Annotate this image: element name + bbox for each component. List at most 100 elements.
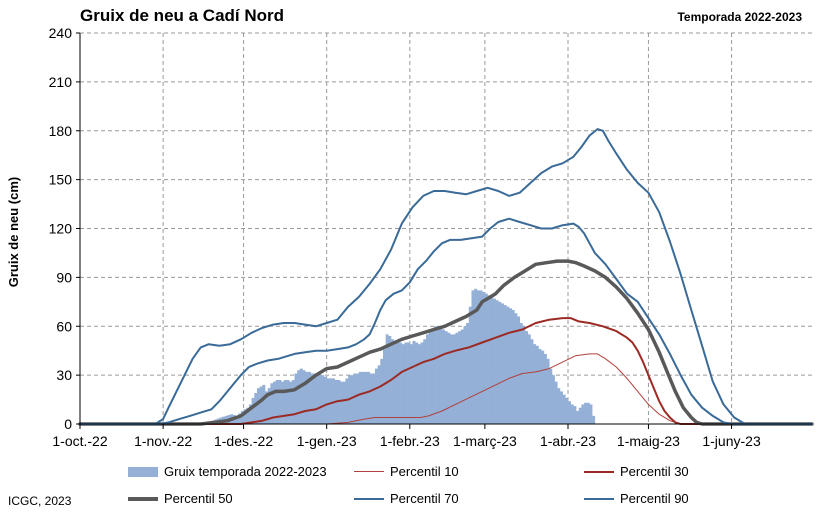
legend-swatch-p70 bbox=[354, 497, 384, 500]
snow-depth-bar bbox=[396, 342, 400, 424]
snow-depth-bar bbox=[433, 326, 437, 424]
legend-item-p90: Percentil 90 bbox=[584, 491, 689, 506]
snow-depth-bar bbox=[479, 290, 483, 424]
snow-depth-bar bbox=[315, 375, 319, 424]
snow-depth-bar bbox=[554, 381, 558, 424]
x-tick-label: 1-febr.-23 bbox=[380, 433, 440, 449]
snow-depth-bar bbox=[522, 326, 526, 424]
x-tick-label: 1-oct.-22 bbox=[52, 433, 107, 449]
snow-depth-bar bbox=[238, 413, 242, 424]
snow-depth-bar bbox=[313, 373, 317, 424]
snow-depth-bar bbox=[259, 386, 263, 424]
snow-depth-bar bbox=[509, 308, 512, 424]
snow-depth-bar bbox=[243, 409, 247, 424]
snow-depth-bar bbox=[538, 349, 542, 424]
snow-depth-bar bbox=[549, 368, 553, 424]
snow-depth-bar bbox=[342, 381, 346, 424]
snow-depth-bar bbox=[262, 384, 266, 424]
legend-label: Percentil 50 bbox=[164, 491, 233, 506]
snow-depth-bar bbox=[265, 391, 268, 424]
y-tick-label: 60 bbox=[56, 318, 72, 334]
snow-depth-bar bbox=[592, 415, 596, 424]
snow-depth-bar bbox=[436, 326, 440, 424]
legend-swatch-p90 bbox=[584, 497, 614, 500]
legend-swatch-bars bbox=[128, 466, 158, 477]
snow-depth-bar bbox=[409, 344, 413, 424]
x-tick-label: 1-maig-23 bbox=[617, 433, 680, 449]
snow-depth-bar bbox=[289, 381, 293, 424]
snow-depth-bar bbox=[364, 371, 368, 424]
snow-depth-bar bbox=[372, 373, 376, 424]
x-tick-label: 1-març-23 bbox=[453, 433, 517, 449]
snow-depth-bar bbox=[412, 340, 416, 424]
legend-label: Gruix temporada 2022-2023 bbox=[164, 464, 327, 479]
snow-depth-bar bbox=[439, 326, 443, 424]
snow-depth-bar bbox=[490, 296, 494, 424]
credit-label: ICGC, 2023 bbox=[8, 494, 72, 508]
snow-depth-bar bbox=[551, 375, 555, 424]
snow-depth-bar bbox=[350, 375, 354, 424]
snow-depth-bar bbox=[235, 415, 239, 424]
legend-item-p10: Percentil 10 bbox=[354, 464, 459, 479]
snow-depth-bar bbox=[423, 339, 427, 424]
y-tick-label: 240 bbox=[49, 25, 73, 41]
snow-depth-bar bbox=[256, 388, 260, 424]
snow-depth-bar bbox=[450, 334, 454, 424]
snow-depth-bar bbox=[374, 368, 378, 424]
snow-depth-bar bbox=[460, 329, 464, 424]
snow-depth-bar bbox=[299, 368, 303, 424]
snow-depth-bar bbox=[254, 393, 258, 424]
snow-depth-bar bbox=[248, 404, 252, 424]
snow-depth-bar bbox=[391, 339, 395, 424]
x-tick-label: 1-nov.-22 bbox=[134, 433, 192, 449]
snow-depth-bar bbox=[559, 391, 563, 424]
snow-depth-bar bbox=[324, 376, 327, 424]
snow-depth-bar bbox=[305, 371, 309, 424]
series-line-p90 bbox=[79, 128, 813, 425]
y-axis-label: Gruix de neu (cm) bbox=[6, 177, 21, 288]
snow-depth-bar bbox=[358, 371, 362, 424]
x-tick-label: 1-des.-22 bbox=[214, 433, 273, 449]
y-tick-label: 30 bbox=[56, 367, 72, 383]
snow-depth-bar bbox=[329, 378, 333, 424]
snow-depth-bar bbox=[562, 394, 566, 424]
snow-depth-bar bbox=[482, 292, 486, 424]
snow-depth-bar bbox=[417, 344, 421, 424]
series-line-p70 bbox=[79, 217, 813, 425]
legend-swatch-p30 bbox=[584, 470, 614, 473]
snow-depth-bar bbox=[251, 397, 255, 424]
snow-depth-bar bbox=[270, 383, 274, 424]
snow-depth-bar bbox=[273, 381, 277, 424]
snow-depth-bar bbox=[380, 358, 384, 424]
snow-depth-bar bbox=[294, 373, 298, 424]
snow-depth-bar bbox=[570, 404, 574, 424]
snow-depth-bar bbox=[401, 344, 405, 424]
snow-depth-bar bbox=[533, 344, 537, 424]
x-tick-label: 1-abr.-23 bbox=[540, 433, 596, 449]
snow-depth-bar bbox=[361, 371, 365, 424]
y-tick-label: 0 bbox=[64, 416, 72, 432]
snow-depth-bar bbox=[541, 350, 545, 424]
legend-swatch-p10 bbox=[354, 471, 384, 472]
y-tick-label: 120 bbox=[49, 221, 73, 237]
snow-depth-bar bbox=[302, 370, 306, 424]
snow-depth-bar bbox=[535, 345, 539, 424]
snow-depth-bar bbox=[275, 380, 279, 424]
snow-depth-bar bbox=[474, 288, 478, 424]
legend-label: Percentil 30 bbox=[620, 464, 689, 479]
snow-depth-bar bbox=[356, 373, 360, 424]
axes: 0 30 60 90 120 150 180 210 240 1-oct.-22 1-nov.-22… bbox=[49, 25, 812, 449]
percentile-lines bbox=[78, 128, 814, 426]
snow-depth-bar bbox=[340, 381, 344, 424]
snow-depth-bar bbox=[377, 365, 381, 424]
x-tick-label: 1-gen.-23 bbox=[297, 433, 357, 449]
legend-item-p50: Percentil 50 bbox=[128, 491, 233, 506]
y-tick-label: 150 bbox=[49, 172, 73, 188]
snow-depth-bar bbox=[307, 371, 311, 424]
snow-depth-bar bbox=[581, 404, 585, 424]
snow-depth-bar bbox=[385, 334, 389, 424]
snow-depth-bar bbox=[286, 380, 290, 424]
snow-depth-bar bbox=[565, 397, 569, 424]
snow-depth-bar bbox=[527, 334, 531, 424]
legend-label: Percentil 70 bbox=[390, 491, 459, 506]
